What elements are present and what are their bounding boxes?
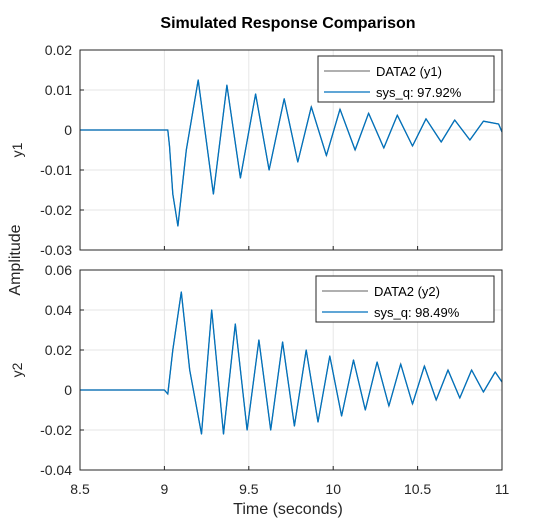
axes-box	[79, 49, 503, 251]
subplot-1: -0.03 -0.02 -0.01 0 0.01 0.02 y1 DATA2 (y1) sys_…	[9, 42, 503, 258]
axes-box	[79, 269, 503, 471]
y-tick-label: -0.02	[40, 422, 72, 438]
y-tick-label: 0.06	[45, 262, 72, 278]
y-tick-label: 0.01	[45, 82, 72, 98]
x-tick-label: 11	[495, 481, 510, 497]
x-tick-label: 9.5	[239, 481, 259, 497]
x-tick-label: 9	[161, 481, 169, 497]
legend-label: sys_q: 98.49%	[374, 305, 460, 320]
subplot-ylabel: y2	[9, 362, 25, 377]
subplot-ylabel: y1	[9, 142, 25, 157]
y-tick-label: -0.04	[40, 462, 72, 478]
legend: DATA2 (y2) sys_q: 98.49%	[315, 275, 495, 323]
x-axis-label: Time (seconds)	[233, 501, 343, 518]
chart-title: Simulated Response Comparison	[160, 15, 415, 32]
series-line-model	[80, 79, 503, 227]
legend-label: DATA2 (y2)	[374, 284, 440, 299]
y-tick-label: -0.02	[40, 202, 72, 218]
series-line-model	[80, 291, 503, 435]
legend-label: DATA2 (y1)	[376, 64, 442, 79]
y-tick-label: -0.03	[40, 242, 72, 258]
y-tick-label: 0	[64, 122, 72, 138]
y-tick-label: 0	[64, 382, 72, 398]
x-tick-label: 10.5	[404, 481, 431, 497]
x-tick-label: 10	[325, 481, 341, 497]
subplots: -0.03 -0.02 -0.01 0 0.01 0.02 y1 DATA2 (y1) sys_…	[9, 42, 509, 497]
y-tick-label: -0.01	[40, 162, 72, 178]
legend-box	[315, 275, 495, 323]
legend-box	[317, 55, 495, 103]
y-tick-label: 0.02	[45, 342, 72, 358]
y-axis-label: Amplitude	[7, 224, 24, 295]
legend-label: sys_q: 97.92%	[376, 85, 462, 100]
legend: DATA2 (y1) sys_q: 97.92%	[317, 55, 495, 103]
x-tick-label: 8.5	[70, 481, 90, 497]
subplot-2: 8.5 9 9.5 10 10.5 11 -0.04 -0.02 0 0.02 0.04 0.06 y2…	[9, 262, 509, 497]
y-tick-label: 0.04	[45, 302, 72, 318]
y-tick-label: 0.02	[45, 42, 72, 58]
